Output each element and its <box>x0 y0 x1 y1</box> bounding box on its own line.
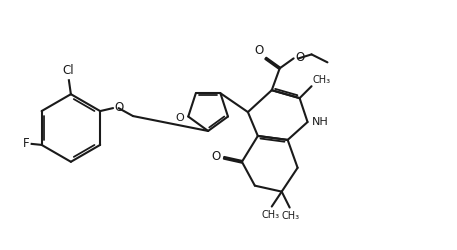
Text: O: O <box>255 44 264 58</box>
Text: CH₃: CH₃ <box>262 210 280 220</box>
Text: O: O <box>295 52 304 64</box>
Text: Cl: Cl <box>62 64 74 77</box>
Text: O: O <box>115 101 124 114</box>
Text: CH₃: CH₃ <box>282 210 300 220</box>
Text: F: F <box>23 138 30 150</box>
Text: O: O <box>175 112 184 122</box>
Text: NH: NH <box>312 117 328 127</box>
Text: CH₃: CH₃ <box>313 75 331 85</box>
Text: O: O <box>212 150 221 163</box>
